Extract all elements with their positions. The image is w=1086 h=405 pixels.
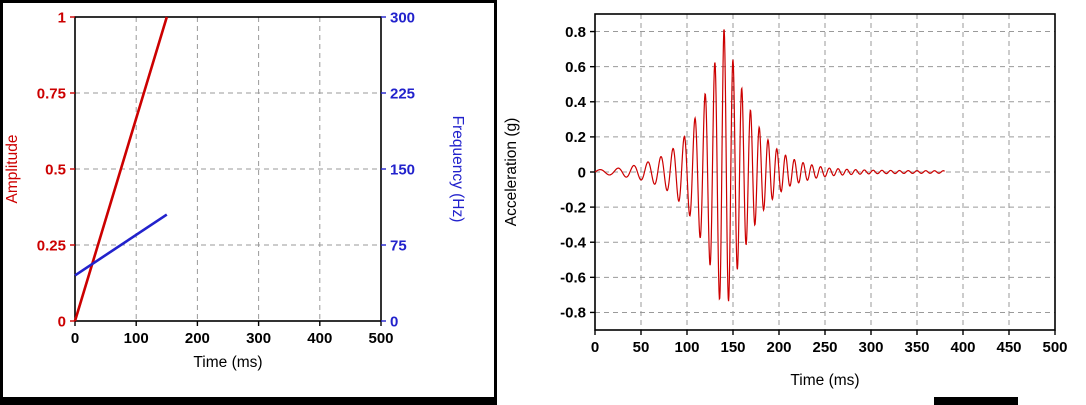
svg-text:-0.2: -0.2 bbox=[560, 199, 586, 216]
svg-text:0: 0 bbox=[58, 313, 66, 330]
svg-text:0.75: 0.75 bbox=[37, 85, 66, 102]
left-y-axis-label: Amplitude bbox=[4, 135, 21, 204]
svg-text:0: 0 bbox=[578, 164, 586, 181]
x-axis-label: Time (ms) bbox=[790, 372, 859, 389]
svg-text:300: 300 bbox=[246, 330, 271, 347]
y-axis-label: Acceleration (g) bbox=[503, 118, 520, 227]
svg-text:0.2: 0.2 bbox=[565, 129, 586, 146]
amplitude-frequency-chart: 0 100 200 300 400 50000.250.50.75107515022530… bbox=[4, 9, 466, 371]
svg-text:150: 150 bbox=[390, 161, 415, 178]
svg-text:0.4: 0.4 bbox=[565, 94, 587, 111]
svg-text:300: 300 bbox=[390, 9, 415, 26]
svg-text:0: 0 bbox=[390, 313, 398, 330]
svg-text:-0.4: -0.4 bbox=[560, 234, 587, 251]
acceleration-chirp-burst-line bbox=[594, 29, 945, 302]
svg-text:50: 50 bbox=[633, 339, 650, 356]
svg-text:100: 100 bbox=[674, 339, 699, 356]
svg-text:1: 1 bbox=[58, 9, 66, 26]
svg-text:500: 500 bbox=[368, 330, 393, 347]
x-tick-labels: 0 50 100 150 200 250 300 350 400 450 500 bbox=[591, 330, 1068, 356]
svg-text:400: 400 bbox=[307, 330, 332, 347]
svg-text:450: 450 bbox=[996, 339, 1021, 356]
svg-text:250: 250 bbox=[812, 339, 837, 356]
black-bar bbox=[934, 397, 1018, 405]
svg-text:0.6: 0.6 bbox=[565, 59, 586, 76]
wavelet-parameters-panel: 0 100 200 300 400 500 0 0.25 0.5 0.75 1 0 75 150 225 30… bbox=[0, 0, 497, 405]
right-y-axis-label: Frequency (Hz) bbox=[449, 116, 466, 223]
svg-text:75: 75 bbox=[390, 237, 407, 254]
svg-text:350: 350 bbox=[904, 339, 929, 356]
svg-text:0.25: 0.25 bbox=[37, 237, 66, 254]
amplitude-ramp-line bbox=[73, 16, 169, 322]
right-tick-labels: 0 75 150 225 300 bbox=[381, 9, 415, 330]
frequency-ramp-line bbox=[74, 213, 168, 277]
svg-text:100: 100 bbox=[124, 330, 149, 347]
svg-text:0.5: 0.5 bbox=[45, 161, 66, 178]
svg-text:0: 0 bbox=[71, 330, 79, 347]
left-tick-labels: 0 0.25 0.5 0.75 1 bbox=[37, 9, 75, 330]
svg-text:150: 150 bbox=[720, 339, 745, 356]
svg-text:225: 225 bbox=[390, 85, 415, 102]
svg-text:-0.6: -0.6 bbox=[560, 270, 586, 287]
svg-text:200: 200 bbox=[766, 339, 791, 356]
svg-text:0.8: 0.8 bbox=[565, 24, 586, 41]
y-tick-labels: -0.8 -0.6 -0.4 -0.2 0 0.2 0.4 0.6 0.8 bbox=[560, 24, 595, 322]
acceleration-time-history-chart: 0 50 100 150 200 250 300 350 400 450 500-0.8-0.6-0… bbox=[503, 13, 1068, 389]
svg-text:400: 400 bbox=[950, 339, 975, 356]
svg-text:500: 500 bbox=[1042, 339, 1067, 356]
x-tick-labels: 0 100 200 300 400 500 bbox=[71, 321, 394, 347]
svg-text:-0.8: -0.8 bbox=[560, 305, 586, 322]
gridlines bbox=[75, 17, 381, 321]
x-axis-label: Time (ms) bbox=[193, 354, 262, 371]
acceleration-panel: 0 50 100 150 200 250 300 350 400 450 500 -0.8 -0.6 -0… bbox=[500, 0, 1086, 405]
svg-text:200: 200 bbox=[185, 330, 210, 347]
svg-text:0: 0 bbox=[591, 339, 599, 356]
svg-text:300: 300 bbox=[858, 339, 883, 356]
